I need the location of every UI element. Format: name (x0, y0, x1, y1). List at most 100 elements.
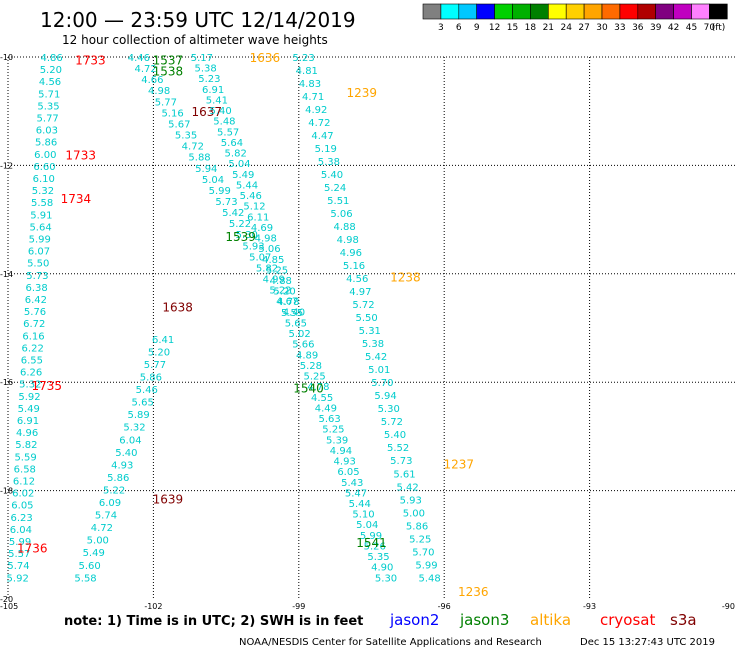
swh-value: 4.67 (276, 297, 298, 308)
swh-value: 6.02 (12, 489, 34, 500)
x-tick-label: -99 (292, 602, 305, 611)
swh-value: 5.76 (24, 307, 46, 318)
swh-value: 5.74 (7, 561, 29, 572)
swh-value: 5.59 (14, 452, 36, 463)
colorbar-tick: 39 (650, 23, 662, 33)
colorbar-tick: 6 (456, 23, 462, 33)
time-label: 1734 (61, 192, 92, 206)
colorbar-tick: 45 (686, 23, 697, 33)
swh-value: 4.49 (315, 403, 337, 414)
swh-value: 5.48 (419, 573, 441, 584)
time-label: 1541 (356, 536, 387, 550)
swh-value: 5.72 (352, 300, 374, 311)
swh-value: 5.23 (198, 74, 220, 85)
swh-value: 5.35 (367, 552, 389, 563)
swh-value: 5.41 (206, 95, 228, 106)
swh-value: 5.25 (266, 265, 288, 276)
footer-note: note: 1) Time is in UTC; 2) SWH is in fe… (64, 614, 363, 629)
swh-value: 5.20 (40, 65, 62, 76)
swh-value: 5.00 (403, 508, 425, 519)
swh-value: 5.86 (107, 473, 129, 484)
swh-value: 5.99 (209, 186, 231, 197)
swh-value: 4.94 (330, 446, 352, 457)
swh-value: 5.55 (281, 308, 303, 319)
colorbar-tick: 18 (525, 23, 537, 33)
swh-value: 4.47 (311, 131, 333, 142)
swh-value: 5.10 (352, 510, 374, 521)
swh-value: 6.22 (22, 343, 44, 354)
swh-value: 5.38 (318, 157, 340, 168)
colorbar-swatch (512, 3, 531, 20)
colorbar-swatch (691, 3, 710, 20)
swh-value: 5.06 (258, 244, 280, 255)
swh-value: 5.25 (303, 372, 325, 383)
swh-value: 4.90 (371, 563, 393, 574)
time-label: 1736 (17, 542, 48, 556)
swh-value: 6.11 (247, 212, 269, 223)
colorbar-swatch (619, 3, 639, 20)
y-tick-label: -16 (0, 378, 13, 387)
chart-subtitle: 12 hour collection of altimeter wave hei… (62, 33, 328, 47)
swh-value: 5.82 (15, 440, 37, 451)
swh-value: 5.99 (9, 537, 31, 548)
swh-value: 5.35 (175, 131, 197, 142)
plot-area: -10 -12 -14 -16 -18 -20-105 -102 -99 -96 -93 -90 4.… (0, 51, 735, 611)
swh-value: 5.44 (349, 499, 371, 510)
swh-value: 4.98 (337, 235, 359, 246)
satellite-legend-item: altika (530, 611, 571, 629)
time-label: 1639 (153, 493, 184, 507)
swh-value: 4.99 (263, 275, 285, 286)
swh-value: 5.94 (374, 391, 396, 402)
swh-value: 6.38 (25, 283, 47, 294)
swh-value: 4.93 (334, 457, 356, 468)
colorbar-tick: 27 (578, 23, 589, 33)
colorbar-tick: 70 (704, 23, 716, 33)
colorbar-tick: 21 (543, 23, 554, 33)
swh-value: 4.96 (16, 428, 38, 439)
colorbar-tick: 24 (560, 23, 572, 33)
swh-value: 5.20 (148, 347, 170, 358)
swh-value: 5.58 (74, 573, 96, 584)
swh-value: 6.72 (23, 319, 45, 330)
swh-value: 5.82 (256, 263, 278, 274)
swh-value: 5.35 (37, 101, 59, 112)
swh-value: 4.92 (305, 105, 327, 116)
colorbar-swatch (458, 3, 477, 20)
y-tick-label: -18 (0, 487, 13, 496)
time-label: 1733 (75, 54, 106, 68)
colorbar-tick: 30 (596, 23, 608, 33)
swh-value: 5.42 (365, 352, 387, 363)
colorbar-swatch (476, 3, 495, 20)
swh-value: 5.07 (249, 252, 271, 263)
swh-value: 5.49 (232, 170, 254, 181)
swh-value: 5.67 (168, 119, 190, 130)
swh-value: 5.32 (123, 423, 145, 434)
swh-value: 4.89 (296, 350, 318, 361)
swh-value: 4.66 (141, 75, 163, 86)
colorbar-tick: 42 (668, 23, 679, 33)
swh-value: 5.73 (215, 197, 237, 208)
swh-value: 4.81 (296, 66, 318, 77)
swh-value: 5.65 (285, 318, 307, 329)
swh-value: 4.86 (40, 53, 62, 64)
swh-value: 5.64 (29, 222, 51, 233)
swh-value: 4.98 (255, 234, 277, 245)
colorbar-tick: 3 (438, 23, 444, 33)
time-label: 1236 (458, 585, 489, 599)
swh-value: 5.50 (356, 313, 378, 324)
colorbar-tick: 36 (632, 23, 644, 33)
swh-value: 6.07 (28, 247, 50, 258)
swh-value: 5.38 (362, 339, 384, 350)
swh-value: 6.12 (13, 477, 35, 488)
swh-value: 6.04 (119, 435, 141, 446)
swh-value: 5.91 (30, 210, 52, 221)
time-label: 1638 (162, 300, 193, 314)
swh-value: 4.56 (346, 274, 368, 285)
swh-value: 5.47 (345, 488, 367, 499)
colorbar-swatch (709, 3, 728, 20)
swh-value: 5.89 (127, 410, 149, 421)
swh-value: 4.72 (91, 523, 113, 534)
colorbar-swatch (655, 3, 674, 20)
swh-value: 5.61 (393, 469, 415, 480)
swh-value: 5.04 (228, 159, 250, 170)
